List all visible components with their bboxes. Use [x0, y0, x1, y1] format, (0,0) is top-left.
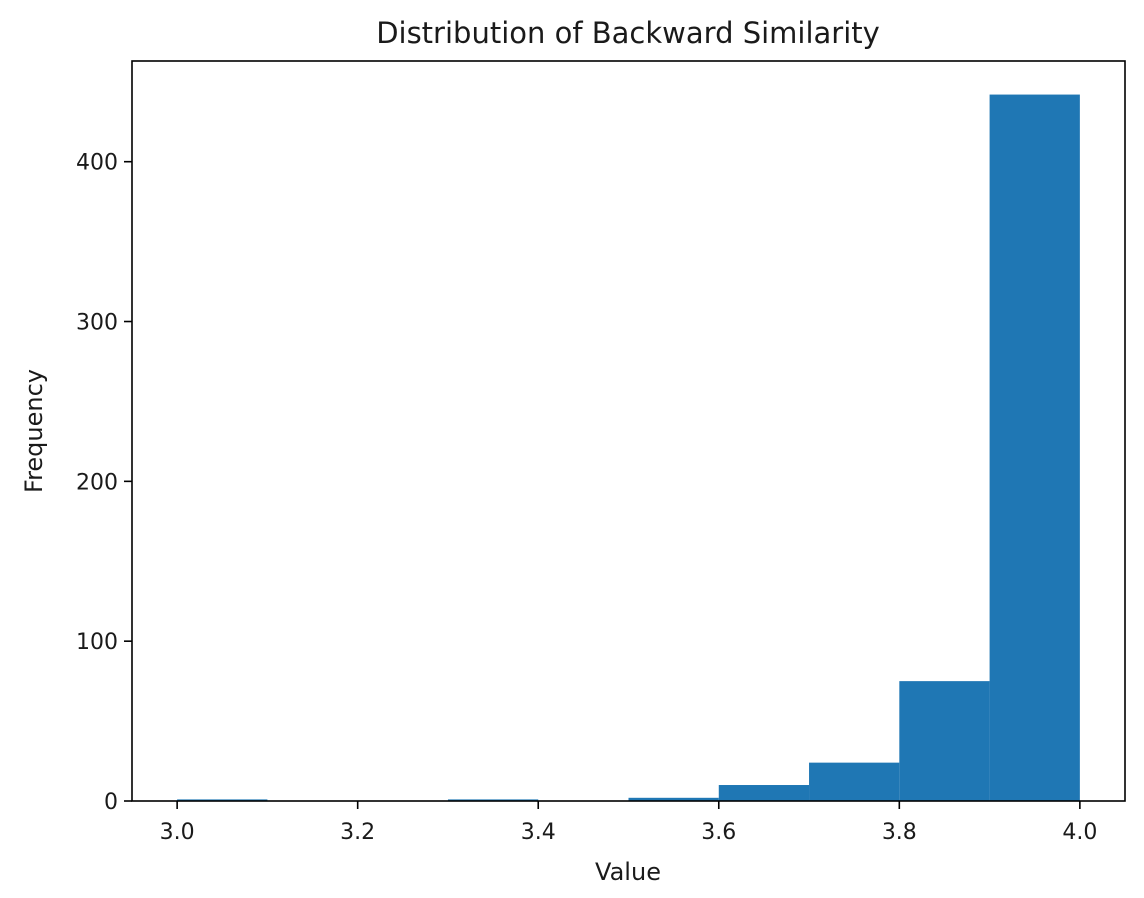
x-tick-label: 3.8 [882, 820, 917, 845]
axes-frame [131, 60, 1126, 802]
y-tick-label: 0 [104, 790, 118, 815]
x-tick-label: 3.2 [340, 820, 375, 845]
x-tick-label: 3.0 [160, 820, 195, 845]
histogram-bar [809, 762, 900, 801]
y-axis-ticks: 0 100 200 300 400 [76, 151, 132, 815]
bars-layer [177, 94, 1080, 801]
chart-title: Distribution of Backward Similarity [376, 16, 880, 50]
x-tick-label: 4.0 [1062, 820, 1097, 845]
histogram-bar [718, 785, 810, 801]
y-tick-label: 400 [76, 151, 118, 176]
x-tick-label: 3.4 [521, 820, 556, 845]
y-axis-label: Frequency [20, 369, 48, 493]
y-tick-label: 100 [76, 630, 118, 655]
x-axis-ticks: 3.0 3.2 3.4 3.6 3.8 4.0 [160, 801, 1097, 845]
x-axis-label: Value [595, 858, 661, 886]
x-tick-label: 3.6 [701, 820, 736, 845]
histogram-bar [628, 797, 719, 801]
y-tick-label: 200 [76, 470, 118, 495]
y-tick-label: 300 [76, 311, 118, 336]
histogram-bar [899, 681, 990, 801]
histogram-bar [989, 94, 1080, 801]
